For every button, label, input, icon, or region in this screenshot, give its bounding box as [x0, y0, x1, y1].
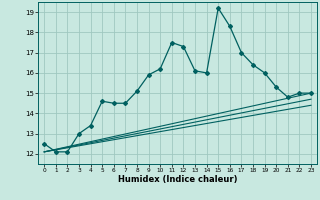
X-axis label: Humidex (Indice chaleur): Humidex (Indice chaleur) [118, 175, 237, 184]
